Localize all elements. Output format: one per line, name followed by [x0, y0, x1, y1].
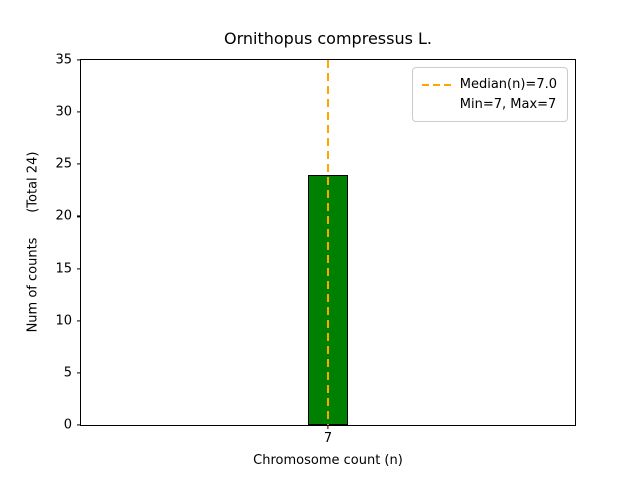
y-tick-mark: [77, 59, 81, 61]
y-tick-mark: [77, 163, 81, 165]
y-tick-mark: [77, 372, 81, 374]
y-tick-label: 35: [55, 52, 72, 68]
y-tick-mark: [77, 267, 81, 270]
median-dashed-line-icon: [421, 83, 452, 86]
y-tick-label: 20: [55, 208, 72, 224]
y-tick-label: 15: [55, 261, 72, 277]
x-axis-label: Chromosome count (n): [253, 453, 403, 468]
chart-title: Ornithopus compressus L.: [223, 29, 433, 48]
y-tick-mark: [77, 320, 81, 322]
plot-area: 0 5 10 15 20 25 30 35 7 Median(n)=7.0 Min=7, Ma…: [55, 54, 576, 445]
legend-label-minmax: Min=7, Max=7: [459, 96, 557, 112]
x-tick-label: 7: [323, 431, 333, 446]
y-tick-label: 30: [55, 104, 72, 120]
legend-row: Min=7, Max=7: [422, 95, 557, 115]
y-axis-ticks: 0 5 10 15 20 25 30 35: [55, 54, 575, 432]
x-tick-mark: [327, 425, 329, 429]
legend-row: Median(n)=7.0: [421, 75, 557, 95]
median-line: [327, 60, 329, 425]
y-tick-mark: [77, 215, 81, 218]
y-tick-mark: [77, 424, 81, 426]
legend: Median(n)=7.0 Min=7, Max=7: [411, 67, 568, 122]
y-axis-label: Num of counts (Total 24): [25, 151, 41, 333]
y-tick-label: 25: [55, 156, 72, 172]
y-tick-label: 0: [63, 417, 72, 433]
legend-label-median: Median(n)=7.0: [459, 77, 557, 92]
y-tick-label: 10: [55, 313, 72, 329]
y-tick-mark: [77, 111, 81, 113]
y-tick-label: 5: [63, 365, 72, 381]
